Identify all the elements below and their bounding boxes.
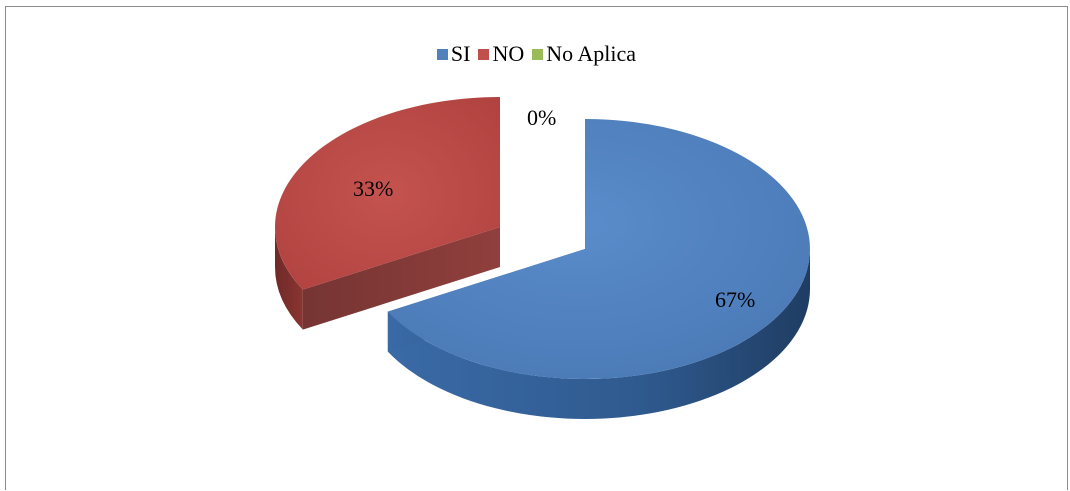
legend-item-si: SI (436, 41, 471, 67)
legend-swatch-no (478, 48, 490, 60)
legend-label-no-aplica: No Aplica (546, 41, 637, 66)
pie-slice-no-rim (275, 227, 303, 330)
legend-item-no-aplica: No Aplica (532, 41, 636, 67)
pie-slice-si (387, 119, 810, 379)
legend-swatch-no-aplica (532, 48, 544, 60)
pie-slice-no-wall-start (302, 227, 500, 330)
legend-label-no: NO (492, 41, 525, 66)
legend-label-si: SI (450, 41, 471, 66)
legend-swatch-si (436, 48, 448, 60)
legend-item-no: NO (478, 41, 524, 67)
data-label-si: 67% (715, 287, 756, 312)
pie-slice-no (274, 97, 500, 290)
chart-legend: SI NO No Aplica (6, 41, 1067, 67)
data-label-no: 33% (353, 176, 394, 201)
data-label-no-aplica: 0% (527, 105, 557, 130)
pie-slice-si-rim (387, 249, 810, 420)
